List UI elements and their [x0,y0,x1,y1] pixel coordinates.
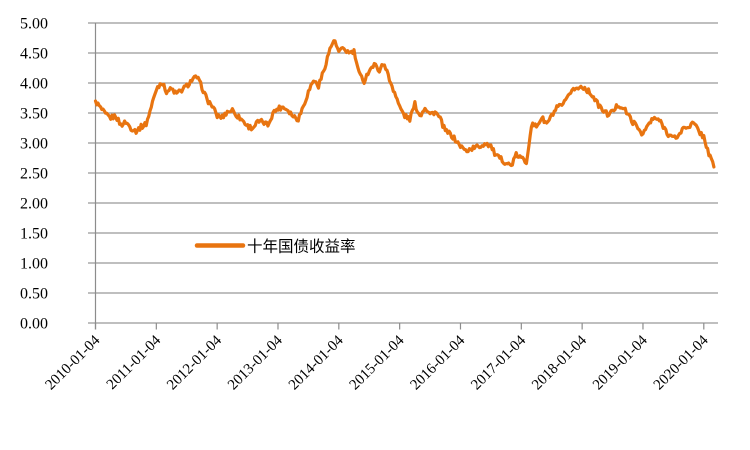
x-axis-tick-label: 2013-01-04 [225,332,286,393]
x-axis-tick-label: 2014-01-04 [286,332,347,393]
x-axis-tick-label: 2017-01-04 [468,332,529,393]
x-axis-tick-label: 2015-01-04 [347,332,408,393]
y-axis-tick-label: 1.50 [20,226,48,243]
x-axis-tick-label: 2018-01-04 [529,332,590,393]
x-axis-tick-label: 2016-01-04 [407,332,468,393]
y-axis-tick-label: 1.00 [20,256,48,273]
legend-label: 十年国债收益率 [247,238,356,256]
y-axis-tick-label: 2.00 [20,196,48,213]
y-axis-tick-label: 3.50 [20,106,48,123]
y-axis-tick-label: 0.00 [20,316,48,333]
x-axis-tick-label: 2010-01-04 [43,332,104,393]
y-axis-tick-label: 3.00 [20,136,48,153]
y-axis-tick-label: 5.00 [20,16,48,33]
x-axis-tick-label: 2012-01-04 [164,332,225,393]
y-axis-tick-label: 4.00 [20,76,48,93]
x-axis-tick-label: 2019-01-04 [590,332,651,393]
legend: 十年国债收益率 [194,238,356,256]
series-line-bond-yield [93,39,716,169]
y-axis-tick-label: 0.50 [20,286,48,303]
y-axis-tick-label: 4.50 [20,46,48,63]
y-axis-tick-label: 2.50 [20,166,48,183]
x-axis-tick-label: 2011-01-04 [104,332,165,393]
x-axis-tick-label: 2020-01-04 [651,332,712,393]
